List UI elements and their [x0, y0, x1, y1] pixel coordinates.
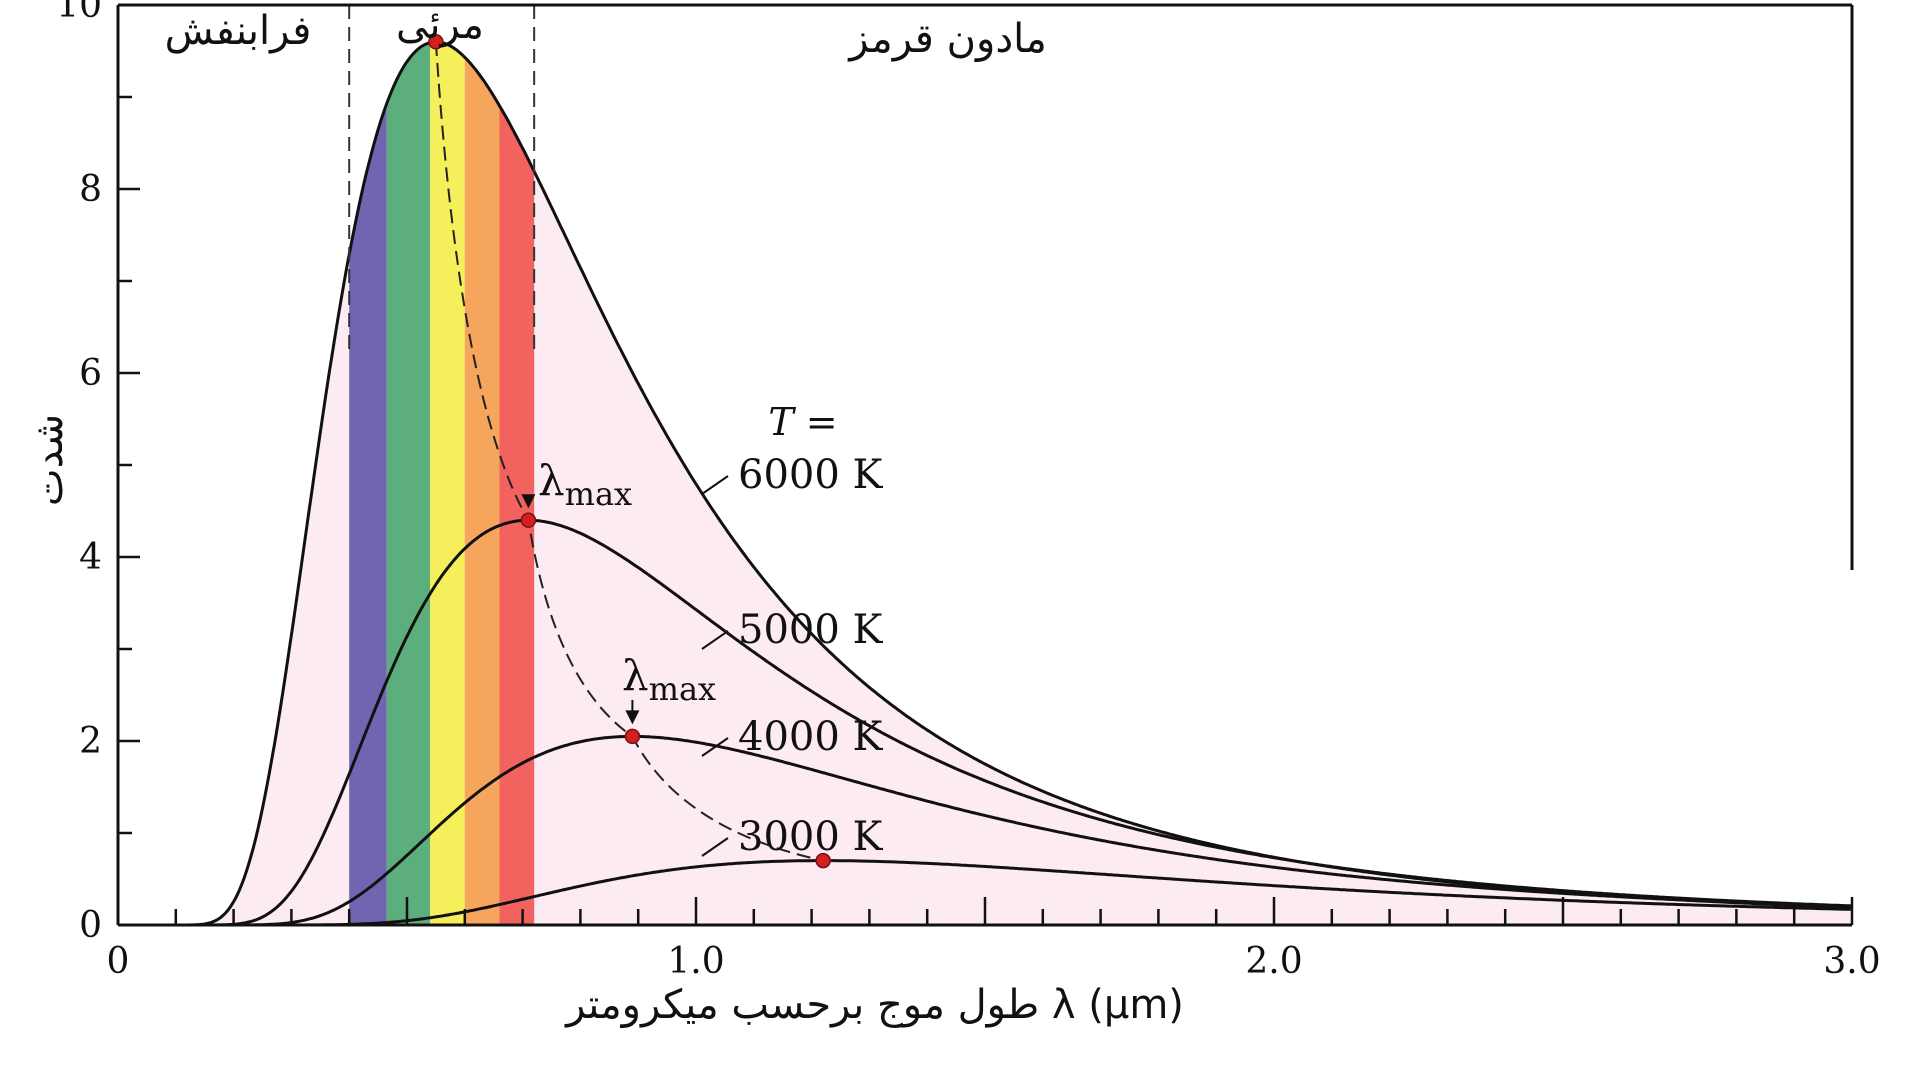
area-fill-6000k [146, 41, 1851, 926]
y-tick-label: 10 [56, 0, 102, 26]
series-label-3000k: 3000 K [738, 814, 884, 860]
x-axis-label: طول موج برحسب میکرومتر λ (μm) [564, 982, 1184, 1029]
visible-band-5 [499, 105, 535, 926]
y-tick-label: 6 [79, 353, 102, 394]
region-label: مرئی [396, 2, 484, 48]
peak-marker-5000k [520, 512, 537, 528]
peak-marker-4000k [624, 728, 641, 745]
lambda-max-label: λmax [538, 456, 632, 513]
series-label-4000k: 4000 K [738, 714, 884, 760]
peak-path [428, 34, 831, 869]
lambda-symbol: λ [622, 651, 649, 700]
peak-marker-3000k [815, 852, 831, 869]
curve-3000k [146, 859, 1851, 927]
visible-band-4 [464, 57, 500, 926]
visible-band-3 [430, 41, 465, 926]
region-boundaries [348, 5, 536, 350]
y-tick-label: 4 [79, 537, 102, 578]
lambda-symbol: λ [538, 456, 565, 505]
lambda-max-arrow-head [625, 710, 640, 725]
wien-displacement-path [434, 41, 824, 862]
lambda-max-arrow-head [521, 494, 536, 509]
x-tick-label: 1.0 [667, 941, 724, 982]
temperature-label: T = [768, 400, 837, 444]
visible-band-1 [349, 103, 387, 925]
x-tick-label: 3.0 [1823, 941, 1880, 982]
x-tick-label: 0 [107, 941, 130, 982]
axes [116, 3, 1854, 927]
series-label-5000k: 5000 K [738, 607, 884, 653]
region-label: فرابنفش [165, 8, 312, 54]
series-leader-4000k [701, 737, 729, 757]
y-tick-label: 0 [79, 905, 102, 946]
curve-5000k [146, 518, 1851, 927]
lambda-max-label: λmax [622, 651, 716, 708]
series-leader-5000k [701, 630, 729, 650]
labels: 0 1.0 2.0 3.0 0 2 4 6 8 10 طول موج برحسب میکرومتر … [26, 0, 1881, 1029]
series-label-6000k: 6000 K [738, 452, 884, 498]
visible-bands [349, 41, 535, 926]
series-leader-3000k [701, 837, 729, 857]
y-tick-label: 8 [79, 169, 102, 210]
y-tick-label: 2 [79, 721, 102, 762]
curve-4000k [146, 734, 1851, 927]
lambda-subscript: max [649, 670, 716, 708]
lambda-subscript: max [565, 475, 632, 513]
x-tick-label: 2.0 [1245, 941, 1302, 982]
peak-marker-6000k [428, 34, 444, 50]
series-leader-6000k [701, 475, 729, 495]
plot-fill-layer [146, 41, 1851, 926]
visible-band-2 [386, 42, 431, 925]
region-label: مادون قرمز [847, 16, 1047, 62]
y-axis-label: شدت [26, 414, 72, 506]
